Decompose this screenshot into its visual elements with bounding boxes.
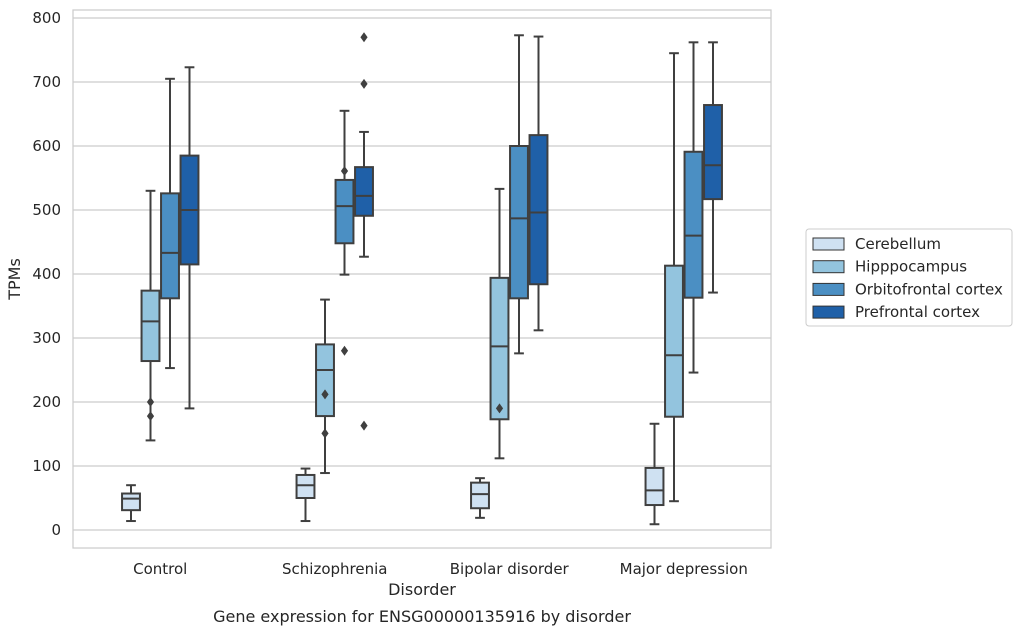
y-tick-label: 600 — [32, 137, 61, 155]
box-iqr — [664, 264, 684, 418]
box-cerebellum — [121, 484, 141, 523]
box-iqr — [140, 289, 161, 363]
y-axis: 0 100 200 300 400 500 600 700 800 — [32, 9, 61, 539]
box-orbitofrontal-cortex — [160, 77, 180, 370]
legend-swatch — [812, 260, 845, 274]
legend-label: Cerebellum — [855, 235, 941, 253]
x-tick-label: Control — [133, 560, 187, 578]
boxes — [121, 32, 723, 526]
box-orbitofrontal-cortex — [509, 34, 529, 355]
box-iqr — [509, 145, 529, 300]
box-iqr — [644, 466, 665, 507]
box-iqr — [683, 150, 704, 299]
outlier-point — [146, 411, 155, 422]
legend-label: Prefrontal cortex — [855, 303, 980, 321]
legend-swatch — [812, 305, 845, 319]
box-hipppocampus — [489, 187, 510, 460]
box-hipppocampus — [140, 189, 161, 442]
box-iqr — [489, 276, 510, 421]
box-hipppocampus — [315, 298, 335, 475]
box-iqr — [160, 192, 180, 300]
x-tick-label: Schizophrenia — [282, 560, 387, 578]
chart-title: Gene expression for ENSG00000135916 by d… — [213, 607, 631, 626]
y-tick-label: 500 — [32, 201, 61, 219]
y-axis-label: TPMs — [5, 258, 24, 301]
x-axis: Control Schizophrenia Bipolar disorder Majo… — [133, 560, 748, 578]
legend-label: Hipppocampus — [855, 258, 967, 276]
box-prefrontal-cortex — [179, 66, 200, 410]
box-hipppocampus — [664, 52, 684, 503]
box-iqr — [315, 343, 335, 418]
outlier-point — [360, 420, 368, 431]
y-tick-label: 800 — [32, 9, 61, 27]
y-tick-label: 0 — [51, 521, 61, 539]
box-prefrontal-cortex — [703, 41, 723, 294]
y-tick-label: 200 — [32, 393, 61, 411]
y-tick-label: 300 — [32, 329, 61, 347]
y-tick-label: 700 — [32, 73, 61, 91]
legend-swatch — [812, 237, 845, 251]
box-prefrontal-cortex — [528, 35, 549, 332]
outlier-point — [340, 165, 349, 176]
outlier-point — [340, 345, 349, 356]
legend-swatch — [812, 282, 845, 296]
box-iqr — [354, 166, 374, 217]
x-axis-label: Disorder — [388, 580, 456, 599]
x-tick-label: Bipolar disorder — [450, 560, 570, 578]
y-tick-label: 100 — [32, 457, 61, 475]
x-tick-label: Major depression — [620, 560, 748, 578]
box-iqr — [528, 134, 549, 286]
outlier-point — [360, 78, 368, 89]
box-iqr — [121, 492, 141, 512]
legend: Cerebellum Hipppocampus Orbitofrontal cort… — [805, 228, 1013, 327]
box-orbitofrontal-cortex — [683, 41, 704, 374]
box-prefrontal-cortex — [354, 32, 374, 431]
box-cerebellum — [644, 422, 665, 526]
y-tick-label: 400 — [32, 265, 61, 283]
legend-label: Orbitofrontal cortex — [855, 280, 1003, 298]
outlier-point — [321, 389, 329, 400]
legend-frame — [805, 228, 1013, 327]
box-iqr — [703, 104, 723, 201]
outlier-point — [495, 403, 504, 414]
outlier-point — [321, 428, 329, 439]
box-iqr — [470, 481, 490, 510]
outlier-point — [360, 32, 368, 43]
grid — [73, 17, 771, 531]
box-iqr — [334, 178, 355, 245]
box-orbitofrontal-cortex — [334, 109, 355, 356]
box-cerebellum — [470, 477, 490, 519]
box-iqr — [295, 473, 316, 499]
box-cerebellum — [295, 467, 316, 523]
outlier-point — [146, 397, 155, 407]
